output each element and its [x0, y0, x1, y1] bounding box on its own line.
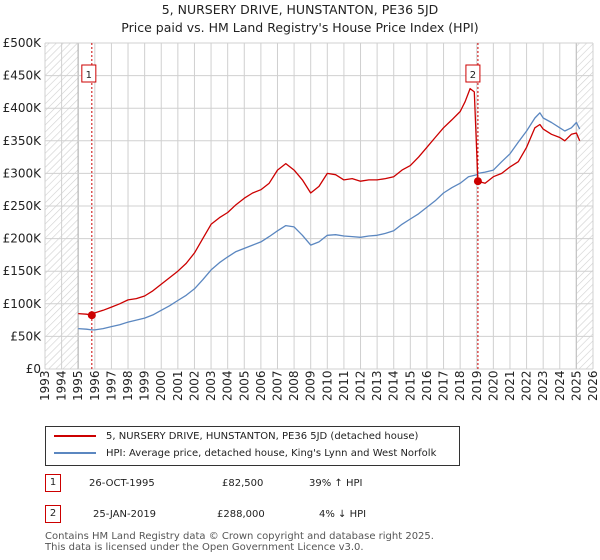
- x-tick-label: 2019: [470, 370, 484, 401]
- legend-swatch-hpi: [54, 452, 96, 454]
- property-series-line: [78, 87, 581, 316]
- sale-date-1: 26-OCT-1995: [89, 478, 155, 489]
- sale-marker-point-2: [473, 177, 482, 186]
- x-tick-label: 2017: [437, 370, 451, 401]
- y-tick-label: £400K: [3, 101, 43, 115]
- sale-badge-2: 2: [45, 505, 61, 523]
- legend-item-hpi: HPI: Average price, detached house, King…: [54, 446, 436, 462]
- price-chart: £0 £50K £100K £150K £200K £250K £300K £350K £400…: [3, 36, 600, 401]
- sale-marker-label-2: 2: [470, 70, 476, 81]
- x-tick-label: 2016: [420, 370, 434, 401]
- x-tick-label: 2024: [553, 370, 567, 401]
- legend-item-property: 5, NURSERY DRIVE, HUNSTANTON, PE36 5JD (…: [54, 429, 418, 445]
- chart-title: 5, NURSERY DRIVE, HUNSTANTON, PE36 5JD: [161, 2, 439, 17]
- y-tick-label: £100K: [3, 297, 43, 311]
- x-tick-label: 2003: [204, 370, 218, 401]
- x-tick-label: 2026: [586, 370, 600, 401]
- footer: Contains HM Land Registry data © Crown c…: [45, 531, 585, 553]
- x-tick-label: 2008: [287, 370, 301, 401]
- legend-swatch-property: [54, 435, 96, 437]
- x-tick-label: 1996: [88, 370, 102, 401]
- x-tick-label: 1999: [138, 370, 152, 401]
- chart-subtitle: Price paid vs. HM Land Registry's House …: [121, 20, 479, 35]
- y-tick-label: £300K: [3, 166, 43, 180]
- y-tick-label: £350K: [3, 134, 43, 148]
- x-tick-label: 1997: [104, 370, 118, 401]
- x-tick-label: 2010: [320, 370, 334, 401]
- x-tick-label: 2023: [536, 370, 550, 401]
- footer-licence: This data is licensed under the Open Gov…: [45, 542, 364, 553]
- sale-marker-label-1: 1: [86, 70, 92, 81]
- y-tick-label: £450K: [3, 69, 43, 83]
- y-tick-label: £50K: [10, 329, 42, 343]
- x-tick-label: 2004: [221, 370, 235, 401]
- y-tick-label: £0: [26, 362, 41, 376]
- x-tick-label: 1998: [121, 370, 135, 401]
- y-tick-label: £200K: [3, 232, 43, 246]
- sale-hpi-change-1: 39% ↑ HPI: [309, 478, 363, 489]
- x-tick-label: 2001: [171, 370, 185, 401]
- sale-marker-point-1: [87, 311, 96, 320]
- x-tick-label: 2015: [403, 370, 417, 401]
- sale-badge-1: 1: [45, 474, 61, 492]
- x-tick-label: 2020: [486, 370, 500, 401]
- x-tick-label: 1993: [38, 370, 52, 401]
- x-tick-label: 2005: [237, 370, 251, 401]
- legend: 5, NURSERY DRIVE, HUNSTANTON, PE36 5JD (…: [45, 426, 460, 466]
- sale-date-2: 25-JAN-2019: [93, 509, 157, 520]
- x-tick-label: 2009: [304, 370, 318, 401]
- x-tick-label: 2002: [187, 370, 201, 401]
- sale-price-2: £288,000: [217, 509, 265, 520]
- sale-hpi-change-2: 4% ↓ HPI: [319, 509, 367, 520]
- sale-row-1: 1 26-OCT-1995 £82,500 39% ↑ HPI: [45, 474, 545, 492]
- x-tick-label: 2007: [270, 370, 284, 401]
- x-tick-label: 2013: [370, 370, 384, 401]
- x-tick-label: 2012: [354, 370, 368, 401]
- y-tick-label: £150K: [3, 264, 43, 278]
- x-tick-label: 2011: [337, 370, 351, 401]
- x-tick-label: 2021: [503, 370, 517, 401]
- x-tick-label: 2014: [387, 370, 401, 401]
- x-tick-label: 2022: [520, 370, 534, 401]
- x-tick-label: 2018: [453, 370, 467, 401]
- sale-marker-box-1: [81, 64, 97, 83]
- x-tick-label: 1995: [71, 370, 85, 401]
- sale-marker-box-2: [465, 64, 481, 83]
- legend-label-hpi: HPI: Average price, detached house, King…: [106, 448, 437, 459]
- sale-row-2: 2 25-JAN-2019 £288,000 4% ↓ HPI: [45, 505, 545, 523]
- y-tick-label: £500K: [3, 36, 43, 50]
- x-tick-label: 1994: [55, 370, 69, 401]
- x-tick-label: 2025: [569, 370, 583, 401]
- footer-copyright: Contains HM Land Registry data © Crown c…: [45, 531, 434, 542]
- hpi-series-line: [78, 112, 581, 331]
- legend-label-property: 5, NURSERY DRIVE, HUNSTANTON, PE36 5JD (…: [106, 431, 419, 442]
- y-tick-label: £250K: [3, 199, 43, 213]
- x-tick-label: 2000: [154, 370, 168, 401]
- x-tick-label: 2006: [254, 370, 268, 401]
- sale-price-1: £82,500: [222, 478, 264, 489]
